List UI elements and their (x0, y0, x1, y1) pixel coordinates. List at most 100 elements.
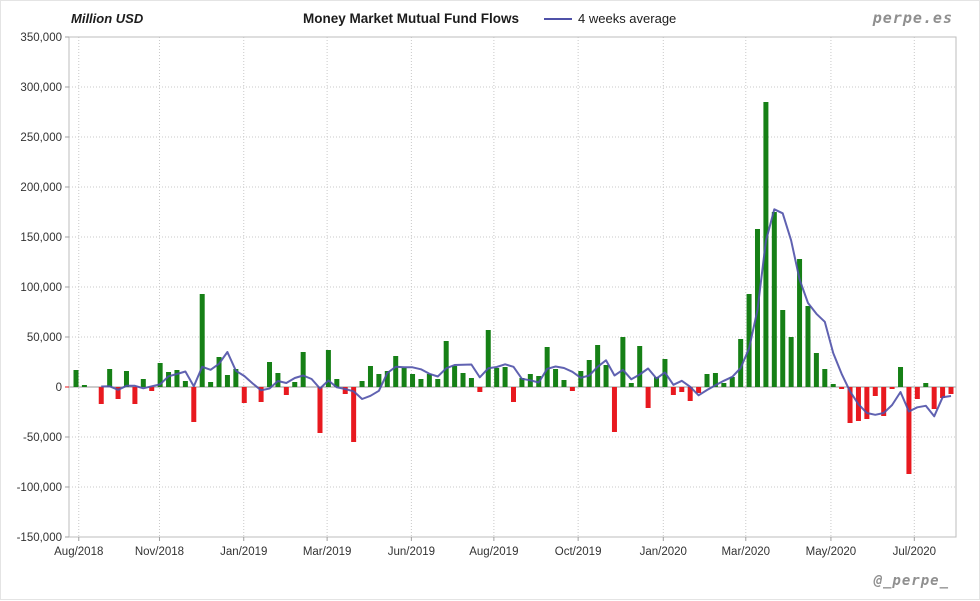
y-tick-label: 200,000 (20, 182, 62, 194)
negative-flow-bar (258, 387, 264, 402)
vertical-gridlines (78, 37, 915, 537)
positive-flow-bar (502, 367, 508, 387)
positive-flow-bar (468, 378, 474, 387)
negative-flow-bar (839, 387, 845, 389)
legend: 4 weeks average (544, 11, 676, 26)
negative-flow-bar (149, 387, 155, 391)
positive-flow-bar (628, 383, 634, 387)
x-tick-label: Oct/2019 (555, 546, 602, 558)
positive-flow-bar (771, 212, 777, 387)
positive-flow-bar (738, 339, 744, 387)
positive-flow-bar (401, 368, 407, 387)
positive-flow-bar (267, 362, 273, 387)
positive-flow-bar (923, 383, 929, 387)
positive-flow-bar (182, 381, 188, 387)
positive-flow-bar (586, 360, 592, 387)
negative-flow-bar (906, 387, 912, 474)
positive-flow-bar (780, 310, 786, 387)
negative-flow-bar (115, 387, 121, 399)
positive-flow-bar (384, 371, 390, 387)
positive-flow-bar (73, 370, 79, 387)
positive-flow-bar (208, 382, 214, 387)
negative-flow-bar (283, 387, 289, 395)
positive-flow-bar (553, 369, 559, 387)
y-tick-label: 300,000 (20, 82, 62, 94)
negative-flow-bar (881, 387, 887, 416)
positive-flow-bar (376, 374, 382, 387)
x-tick-label: Jun/2019 (388, 546, 435, 558)
x-tick-label: Nov/2018 (135, 546, 184, 558)
legend-line-swatch (544, 17, 572, 20)
negative-flow-bar (670, 387, 676, 395)
positive-flow-bar (166, 372, 172, 387)
positive-flow-bar (292, 382, 298, 387)
positive-flow-bar (721, 383, 727, 387)
positive-flow-bar (418, 379, 424, 387)
negative-flow-bar (889, 387, 895, 389)
positive-flow-bar (123, 371, 129, 387)
positive-flow-bar (359, 381, 365, 387)
negative-flow-bar (477, 387, 483, 392)
positive-flow-bar (367, 366, 373, 387)
negative-flow-bar (611, 387, 617, 432)
positive-flow-bar (452, 366, 458, 387)
positive-flow-bar (830, 384, 836, 387)
negative-flow-bar (696, 387, 702, 393)
positive-flow-bar (140, 379, 146, 387)
positive-flow-bar (898, 367, 904, 387)
y-tick-label: 250,000 (20, 132, 62, 144)
negative-flow-bar (241, 387, 247, 403)
positive-flow-bar (107, 369, 113, 387)
x-tick-label: Aug/2019 (469, 546, 518, 558)
positive-flow-bar (157, 363, 163, 387)
positive-flow-bar (325, 350, 331, 387)
y-tick-label: 350,000 (20, 32, 62, 44)
y-tick-label: 100,000 (20, 282, 62, 294)
y-tick-label: 150,000 (20, 232, 62, 244)
positive-flow-bar (485, 330, 491, 387)
positive-flow-bar (544, 347, 550, 387)
x-tick-label: Jul/2020 (893, 546, 936, 558)
y-tick-label: 50,000 (27, 332, 62, 344)
positive-flow-bar (300, 352, 306, 387)
positive-flow-bar (233, 369, 239, 387)
positive-flow-bar (275, 373, 281, 387)
positive-flow-bar (393, 356, 399, 387)
negative-flow-bar (940, 387, 946, 398)
positive-flow-bar (199, 294, 205, 387)
positive-flow-bar (443, 341, 449, 387)
negative-flow-bar (569, 387, 575, 391)
positive-flow-bar (334, 379, 340, 387)
legend-label: 4 weeks average (578, 11, 677, 26)
negative-flow-bar (317, 387, 323, 433)
negative-flow-bar (511, 387, 516, 402)
positive-flow-bar (494, 368, 500, 387)
x-tick-label: Jan/2020 (640, 546, 687, 558)
positive-flow-bar (410, 374, 416, 387)
y-tick-label: -50,000 (23, 432, 62, 444)
positive-flow-bar (561, 380, 567, 387)
y-tick-label: -150,000 (17, 532, 62, 544)
y-axis-unit-label: Million USD (71, 11, 144, 26)
negative-flow-bar (687, 387, 693, 401)
negative-flow-bar (351, 387, 357, 442)
negative-flow-bar (132, 387, 138, 404)
positive-flow-bar (729, 377, 735, 387)
positive-flow-bar (603, 365, 609, 387)
chart-title: Money Market Mutual Fund Flows (302, 11, 520, 26)
positive-flow-bar (174, 370, 180, 387)
negative-flow-bar (342, 387, 348, 394)
negative-flow-bar (98, 387, 104, 404)
watermark-site: perpe.es (872, 9, 953, 27)
negative-flow-bar (948, 387, 954, 394)
positive-flow-bar (224, 375, 230, 387)
x-tick-label: Jan/2019 (220, 546, 267, 558)
positive-flow-bar (704, 374, 710, 387)
positive-flow-bar (805, 306, 811, 387)
y-axis-labels: 350,000 300,000 250,000 200,000 150,000 100,0… (17, 32, 69, 544)
negative-flow-bar (191, 387, 197, 422)
x-tick-label: Mar/2020 (721, 546, 770, 558)
negative-flow-bar (847, 387, 853, 423)
horizontal-gridlines (69, 86, 956, 488)
